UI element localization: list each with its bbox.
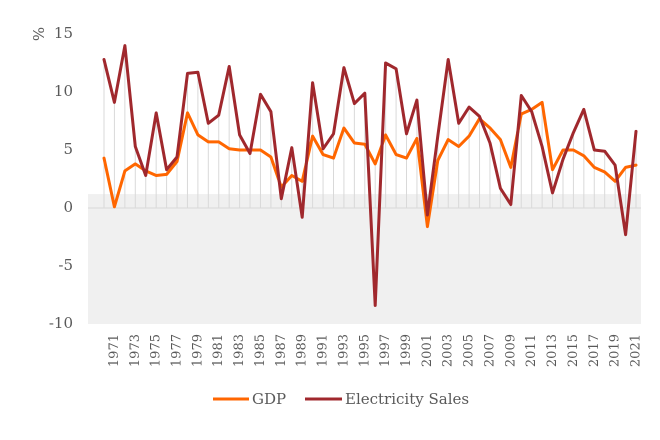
x-tick-label: 1975 <box>149 334 164 367</box>
x-tick-label: 2021 <box>629 334 644 367</box>
x-axis: 1971 1973 1975 1977 1979 1981 1983 1985 1987 1989… <box>107 334 644 367</box>
x-tick-label: 1993 <box>336 334 351 367</box>
x-tick-label: 1997 <box>378 334 393 367</box>
x-tick-label: 2003 <box>441 334 456 367</box>
x-tick-label: 1999 <box>399 334 414 367</box>
y-tick-label: 10 <box>54 82 73 100</box>
x-tick-label: 1981 <box>211 334 226 367</box>
x-tick-label: 1987 <box>274 334 289 367</box>
x-tick-label: 2019 <box>608 334 623 367</box>
x-tick-label: 1979 <box>190 334 205 367</box>
legend: GDP Electricity Sales <box>213 390 469 408</box>
y-axis-title: % <box>29 27 47 41</box>
x-tick-label: 2017 <box>587 334 602 367</box>
x-tick-label: 2009 <box>503 334 518 367</box>
x-tick-label: 2007 <box>482 334 497 367</box>
x-tick-label: 1977 <box>170 334 185 367</box>
series-line-gdp <box>102 100 638 229</box>
series-line-electricity-sales <box>102 44 638 307</box>
x-tick-label: 1989 <box>295 334 310 367</box>
y-tick-label: 5 <box>63 140 73 158</box>
y-axis: -10 -5 0 5 10 15 <box>49 24 73 332</box>
x-tick-label: 2011 <box>524 334 539 367</box>
legend-label-gdp: GDP <box>252 390 286 408</box>
x-tick-label: 1985 <box>253 334 268 367</box>
legend-label-electricity-sales: Electricity Sales <box>345 390 469 408</box>
y-tick-label: 0 <box>63 198 73 216</box>
shaded-band <box>88 194 641 324</box>
x-tick-label: 2005 <box>462 334 477 367</box>
x-tick-label: 2013 <box>545 334 560 367</box>
x-tick-label: 1983 <box>232 334 247 367</box>
x-tick-label: 1971 <box>107 334 122 367</box>
series-lines <box>102 44 638 307</box>
x-tick-label: 1973 <box>128 334 143 367</box>
x-tick-label: 2001 <box>420 334 435 367</box>
y-tick-label: -5 <box>58 256 73 274</box>
y-tick-label: -10 <box>49 314 73 332</box>
y-tick-label: 15 <box>54 24 73 42</box>
x-tick-label: 1991 <box>316 334 331 367</box>
x-tick-label: 2015 <box>566 334 581 367</box>
x-tick-label: 1995 <box>357 334 372 367</box>
vertical-gridlines <box>103 45 637 208</box>
shaded-band-layer <box>88 194 641 324</box>
